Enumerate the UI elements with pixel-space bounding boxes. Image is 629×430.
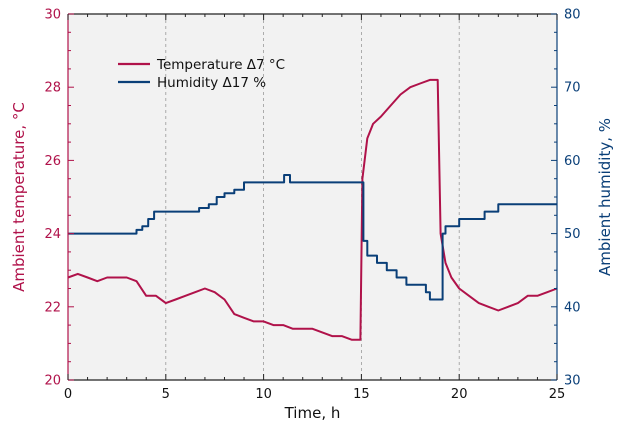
- right-y-axis-title: Ambient humidity, %: [596, 118, 614, 276]
- left-y-tick-label: 30: [44, 8, 61, 23]
- left-y-tick-label: 28: [44, 81, 61, 96]
- humidity-line: [68, 174, 557, 301]
- right-y-tick-label: 80: [564, 8, 581, 23]
- temperature-line: [67, 78, 558, 341]
- left-y-tick-label: 22: [44, 300, 61, 315]
- x-tick-label: 15: [353, 387, 370, 402]
- right-y-tick-label: 40: [564, 300, 581, 315]
- x-tick-label: 0: [64, 387, 72, 402]
- right-y-tick-label: 50: [564, 227, 581, 242]
- x-tick-label: 25: [549, 387, 566, 402]
- left-y-tick-label: 24: [44, 227, 61, 242]
- x-axis-title: Time, h: [284, 404, 341, 422]
- series-layer: [67, 78, 558, 341]
- legend-label: Humidity Δ17 %: [157, 75, 266, 91]
- left-y-tick-label: 26: [44, 154, 61, 169]
- x-tick-label: 20: [451, 387, 468, 402]
- plot-area: [68, 14, 557, 380]
- legend-label: Temperature Δ7 °C: [156, 57, 285, 73]
- right-y-tick-label: 60: [564, 154, 581, 169]
- legend: Temperature Δ7 °C Humidity Δ17 %: [118, 57, 285, 91]
- left-y-axis-title: Ambient temperature, °C: [10, 102, 28, 292]
- axes-layer: 20 22 24 26 28 30 30 40 50 60 70 80 0 5 10 15 20 25: [44, 8, 580, 403]
- right-y-tick-label: 30: [564, 374, 581, 389]
- x-tick-label: 10: [255, 387, 272, 402]
- left-y-tick-label: 20: [44, 374, 61, 389]
- right-y-tick-label: 70: [564, 81, 581, 96]
- x-tick-label: 5: [162, 387, 170, 402]
